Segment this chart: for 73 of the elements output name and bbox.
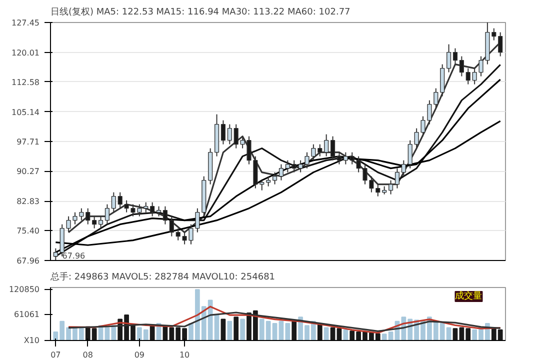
candlestick [260, 180, 264, 191]
line-series [68, 312, 502, 332]
bar [150, 325, 155, 340]
candlestick [144, 202, 148, 213]
bar [292, 320, 297, 340]
candlestick [150, 202, 155, 217]
candlestick [86, 208, 90, 225]
candlestick [324, 134, 329, 157]
candlestick [376, 184, 380, 197]
candlestick [285, 160, 290, 173]
bar [324, 327, 329, 340]
candlestick [330, 136, 336, 161]
candlestick [492, 28, 496, 41]
y-tick-label: 75.40 [16, 226, 40, 236]
candlestick [234, 124, 238, 149]
bar [343, 329, 348, 340]
x-tick-label: 10 [179, 350, 190, 360]
y-tick-label: 90.27 [16, 167, 40, 176]
chart-title: 总手: 249863 MAVOL5: 282784 MAVOL10: 254681 [50, 272, 276, 282]
candlestick [427, 100, 432, 125]
y-tick-label: 127.45 [12, 18, 40, 28]
candlestick [408, 140, 412, 169]
candlestick [111, 192, 116, 213]
candlestick [318, 144, 322, 157]
x-tick-label: 09 [134, 350, 145, 360]
y-tick-label: 112.58 [12, 78, 40, 87]
candlestick [452, 48, 458, 65]
candlestick [272, 172, 278, 185]
candlestick [356, 156, 361, 173]
y-tick-label: 105.14 [12, 108, 40, 117]
bar [227, 320, 232, 340]
candlestick [292, 160, 296, 173]
candlestick [466, 68, 470, 85]
bar [220, 318, 226, 340]
candlestick [98, 216, 104, 229]
bar [240, 318, 245, 340]
candlestick [92, 216, 97, 229]
candlestick [118, 192, 122, 209]
candlestick [401, 160, 406, 177]
y-tick-label: 82.83 [16, 197, 40, 206]
bar [317, 324, 322, 340]
x-tick-label: 08 [82, 350, 93, 360]
candlestick [124, 200, 129, 213]
candlestick [394, 168, 400, 189]
candlestick [278, 164, 284, 181]
candlestick [350, 152, 354, 165]
annotation: 67.96 [62, 252, 86, 260]
candlestick [79, 208, 84, 221]
y-tick-label: 61061 [14, 310, 40, 320]
y-tick-label: 67.96 [16, 256, 40, 266]
bar [234, 316, 239, 340]
candlestick [336, 152, 342, 165]
candlestick [266, 176, 271, 187]
candlestick [434, 88, 438, 109]
candlestick [162, 206, 168, 225]
annotation: 成交量 [455, 290, 482, 302]
candlestick [156, 206, 162, 217]
candlestick [53, 248, 58, 260]
chart-title: 日线(复权) MA5: 122.53 MA15: 116.94 MA30: 113.22 MA60: 102.77 [50, 6, 350, 18]
y-tick-label: 97.71 [16, 137, 40, 146]
candlestick [227, 124, 232, 145]
line-series [68, 306, 502, 334]
candlestick [104, 204, 110, 225]
candlestick [220, 120, 226, 145]
y-tick-label: X10 [24, 336, 40, 345]
x-tick-label: 07 [50, 350, 61, 360]
candlestick [311, 144, 316, 161]
candlestick [343, 152, 348, 165]
y-tick-label: 120850 [8, 284, 40, 294]
candlestick [440, 64, 445, 97]
candlestick [459, 56, 464, 77]
y-tick-label: 120.01 [12, 48, 40, 58]
candlestick [388, 180, 394, 195]
